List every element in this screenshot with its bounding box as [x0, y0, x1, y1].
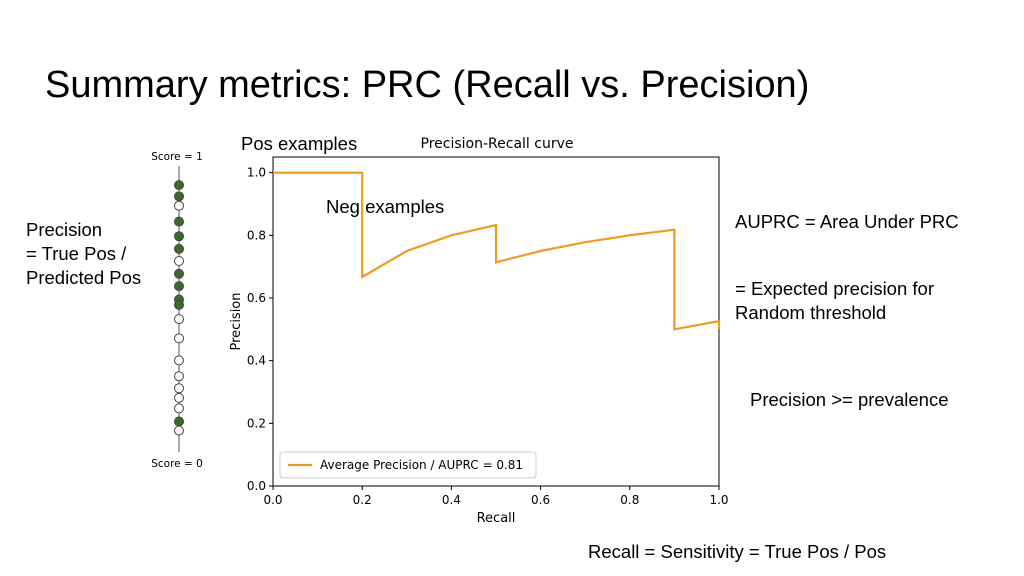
y-tick-label: 0.2 — [247, 416, 266, 430]
legend-box — [279, 451, 537, 479]
plot-frame — [272, 156, 720, 487]
legend-label: Average Precision / AUPRC = 0.81 — [320, 458, 523, 472]
score-strip: Score = 1 Score = 0 — [151, 151, 203, 470]
chart-legend: Average Precision / AUPRC = 0.81 — [279, 451, 537, 479]
score-example-pos — [174, 231, 184, 242]
x-tick-label: 0.4 — [442, 493, 461, 507]
score-example-neg — [174, 333, 184, 344]
x-tick-label: 0.0 — [263, 493, 282, 507]
score-example-neg — [174, 200, 184, 211]
prevalence-note: Precision >= prevalence — [750, 389, 949, 410]
score-example-pos — [174, 299, 184, 310]
score-example-neg — [174, 403, 184, 414]
score-example-neg — [174, 383, 184, 394]
auprc-definition: AUPRC = Area Under PRC — [735, 211, 959, 232]
prc-chart: Precision-Recall curve 0.0 0.2 0.4 0.6 0.8 1.… — [229, 136, 729, 526]
x-tick-label: 1.0 — [709, 493, 728, 507]
expected-precision-note: = Expected precision for Random threshol… — [735, 278, 934, 323]
pr-curve-line — [273, 171, 721, 331]
neg-examples-label: Neg examples — [326, 196, 445, 217]
pos-examples-label: Pos examples — [241, 133, 358, 154]
y-axis-label: Precision — [229, 292, 244, 350]
x-tick-label: 0.2 — [353, 493, 372, 507]
y-tick-label: 0.8 — [247, 228, 266, 242]
recall-definition: Recall = Sensitivity = True Pos / Pos — [588, 541, 887, 562]
score-example-neg — [174, 392, 184, 403]
score-example-pos — [174, 180, 184, 191]
score-example-pos — [174, 216, 184, 227]
axis-ticks: 0.0 0.2 0.4 0.6 0.8 1.0 0.0 0.2 0.4 0.6 0.8 1.0 — [247, 166, 729, 507]
score-example-neg — [174, 314, 184, 325]
score-example-pos — [174, 268, 184, 279]
score-example-neg — [174, 355, 184, 366]
score-example-pos — [174, 191, 184, 202]
x-axis-label: Recall — [477, 511, 516, 526]
score-example-pos — [174, 243, 184, 254]
score-examples — [174, 180, 184, 436]
x-tick-label: 0.8 — [620, 493, 639, 507]
score-example-neg — [174, 256, 184, 266]
precision-definition: Precision = True Pos / Predicted Pos — [26, 219, 142, 288]
y-tick-label: 1.0 — [247, 166, 266, 180]
score-example-neg — [174, 425, 184, 436]
score-example-pos — [174, 416, 184, 427]
x-tick-label: 0.6 — [531, 493, 550, 507]
y-tick-label: 0.6 — [247, 291, 266, 305]
score-example-neg — [174, 371, 184, 382]
score-example-pos — [174, 281, 184, 292]
score-top-label: Score = 1 — [151, 151, 203, 163]
slide-title: Summary metrics: PRC (Recall vs. Precisi… — [45, 64, 810, 106]
chart-title: Precision-Recall curve — [421, 136, 574, 152]
y-tick-label: 0.4 — [247, 354, 266, 368]
y-tick-label: 0.0 — [247, 479, 266, 493]
score-bottom-label: Score = 0 — [151, 458, 203, 470]
